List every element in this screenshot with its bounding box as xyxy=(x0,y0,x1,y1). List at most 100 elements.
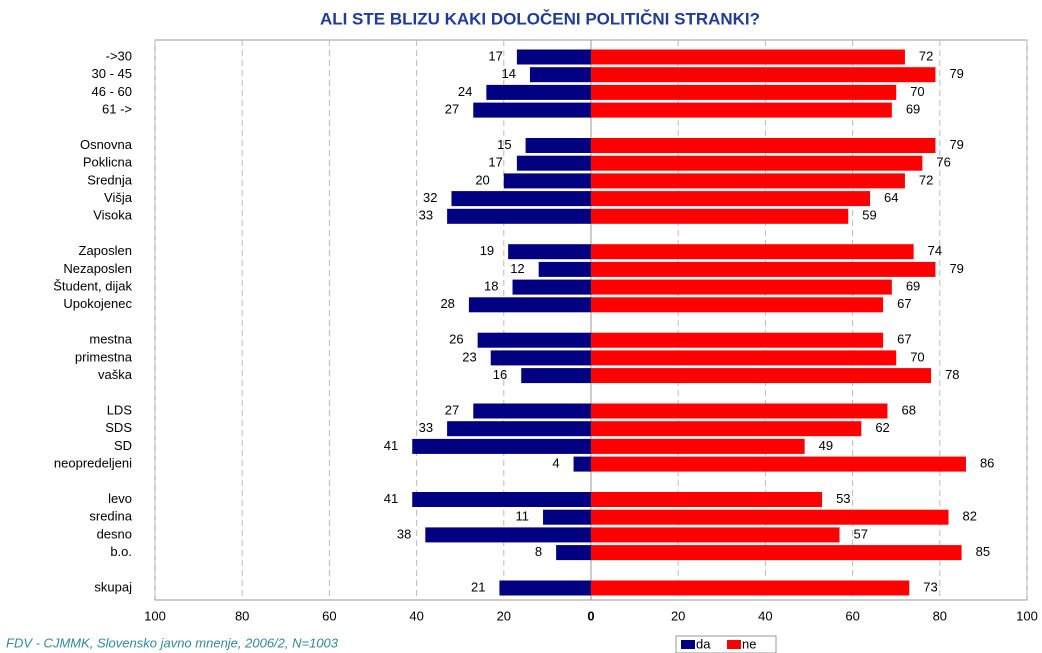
bar xyxy=(591,102,892,118)
bar xyxy=(591,173,905,189)
bar xyxy=(591,350,897,366)
data-label: 18 xyxy=(484,279,498,294)
x-tick-label: 60 xyxy=(845,608,859,623)
data-label: 19 xyxy=(480,243,494,258)
bar xyxy=(447,208,591,224)
bar xyxy=(447,421,591,437)
y-tick-label: 61 -> xyxy=(102,102,132,117)
x-tick-label: 100 xyxy=(144,608,166,623)
bar xyxy=(516,49,591,65)
bar xyxy=(503,173,591,189)
bar xyxy=(512,279,591,295)
bar xyxy=(573,456,591,472)
data-label: 14 xyxy=(501,66,515,81)
data-label: 41 xyxy=(384,438,398,453)
data-label: 68 xyxy=(901,402,915,417)
data-label: 23 xyxy=(462,349,476,364)
y-tick-label: SD xyxy=(114,438,132,453)
y-tick-label: primestna xyxy=(75,349,133,364)
data-label: 62 xyxy=(875,420,889,435)
data-label: 72 xyxy=(919,48,933,63)
y-tick-label: Študent, dijak xyxy=(53,279,132,294)
y-tick-label: Visoka xyxy=(93,208,133,223)
bar xyxy=(591,368,932,384)
data-label: 32 xyxy=(423,190,437,205)
bar xyxy=(591,49,905,65)
data-label: 67 xyxy=(897,332,911,347)
data-label: 27 xyxy=(445,102,459,117)
y-tick-label: Poklicna xyxy=(83,155,133,170)
bar xyxy=(451,191,591,207)
data-label: 17 xyxy=(488,48,502,63)
data-label: 24 xyxy=(458,84,472,99)
data-label: 27 xyxy=(445,402,459,417)
data-label: 72 xyxy=(919,172,933,187)
bar xyxy=(591,580,910,596)
bar xyxy=(591,191,871,207)
x-tick-label: 60 xyxy=(322,608,336,623)
bar xyxy=(543,509,591,525)
y-tick-label: Nezaposlen xyxy=(63,261,132,276)
data-label: 82 xyxy=(963,509,977,524)
data-label: 38 xyxy=(397,526,411,541)
bar xyxy=(508,244,591,260)
data-label: 85 xyxy=(976,544,990,559)
x-tick-label: 40 xyxy=(409,608,423,623)
bar xyxy=(529,67,591,83)
data-label: 64 xyxy=(884,190,898,205)
data-label: 17 xyxy=(488,155,502,170)
bar xyxy=(473,102,591,118)
data-label: 70 xyxy=(910,349,924,364)
data-label: 70 xyxy=(910,84,924,99)
data-label: 11 xyxy=(516,509,530,524)
bar xyxy=(591,421,862,437)
y-tick-label: Osnovna xyxy=(80,137,133,152)
bar xyxy=(591,261,936,277)
y-tick-label: mestna xyxy=(89,332,132,347)
y-tick-label: Upokojenec xyxy=(63,296,132,311)
bar xyxy=(412,492,591,507)
y-tick-label: LDS xyxy=(107,402,133,417)
bar xyxy=(591,297,884,313)
y-tick-label: SDS xyxy=(105,420,132,435)
bar xyxy=(591,438,805,454)
x-tick-label: 40 xyxy=(758,608,772,623)
data-label: 73 xyxy=(923,579,937,594)
x-tick-label: 80 xyxy=(235,608,249,623)
data-label: 78 xyxy=(945,367,959,382)
bar xyxy=(591,527,840,543)
bar xyxy=(591,84,897,100)
bar xyxy=(425,527,591,543)
bar xyxy=(591,545,962,561)
y-tick-label: Višja xyxy=(104,190,133,205)
bar xyxy=(525,138,591,153)
data-label: 67 xyxy=(897,296,911,311)
data-label: 76 xyxy=(936,155,950,170)
data-label: 12 xyxy=(510,261,524,276)
data-label: 8 xyxy=(535,544,542,559)
bar xyxy=(473,403,591,419)
y-tick-label: desno xyxy=(97,526,132,541)
bar xyxy=(521,368,591,384)
y-tick-label: vaška xyxy=(98,367,133,382)
data-label: 26 xyxy=(449,332,463,347)
bar xyxy=(591,279,892,295)
bar xyxy=(477,332,591,348)
y-tick-label: Zaposlen xyxy=(79,243,132,258)
data-label: 79 xyxy=(949,137,963,152)
bar xyxy=(591,509,949,525)
y-tick-label: Srednja xyxy=(87,172,133,187)
data-label: 69 xyxy=(906,279,920,294)
y-tick-label: 46 - 60 xyxy=(92,84,132,99)
data-label: 21 xyxy=(471,579,485,594)
data-label: 79 xyxy=(949,66,963,81)
data-label: 69 xyxy=(906,102,920,117)
bar xyxy=(516,155,591,171)
bar xyxy=(499,580,591,596)
legend-label: da xyxy=(696,636,711,651)
x-tick-label: 0 xyxy=(587,608,594,623)
data-label: 33 xyxy=(419,420,433,435)
legend-box xyxy=(675,635,777,653)
data-label: 79 xyxy=(949,261,963,276)
